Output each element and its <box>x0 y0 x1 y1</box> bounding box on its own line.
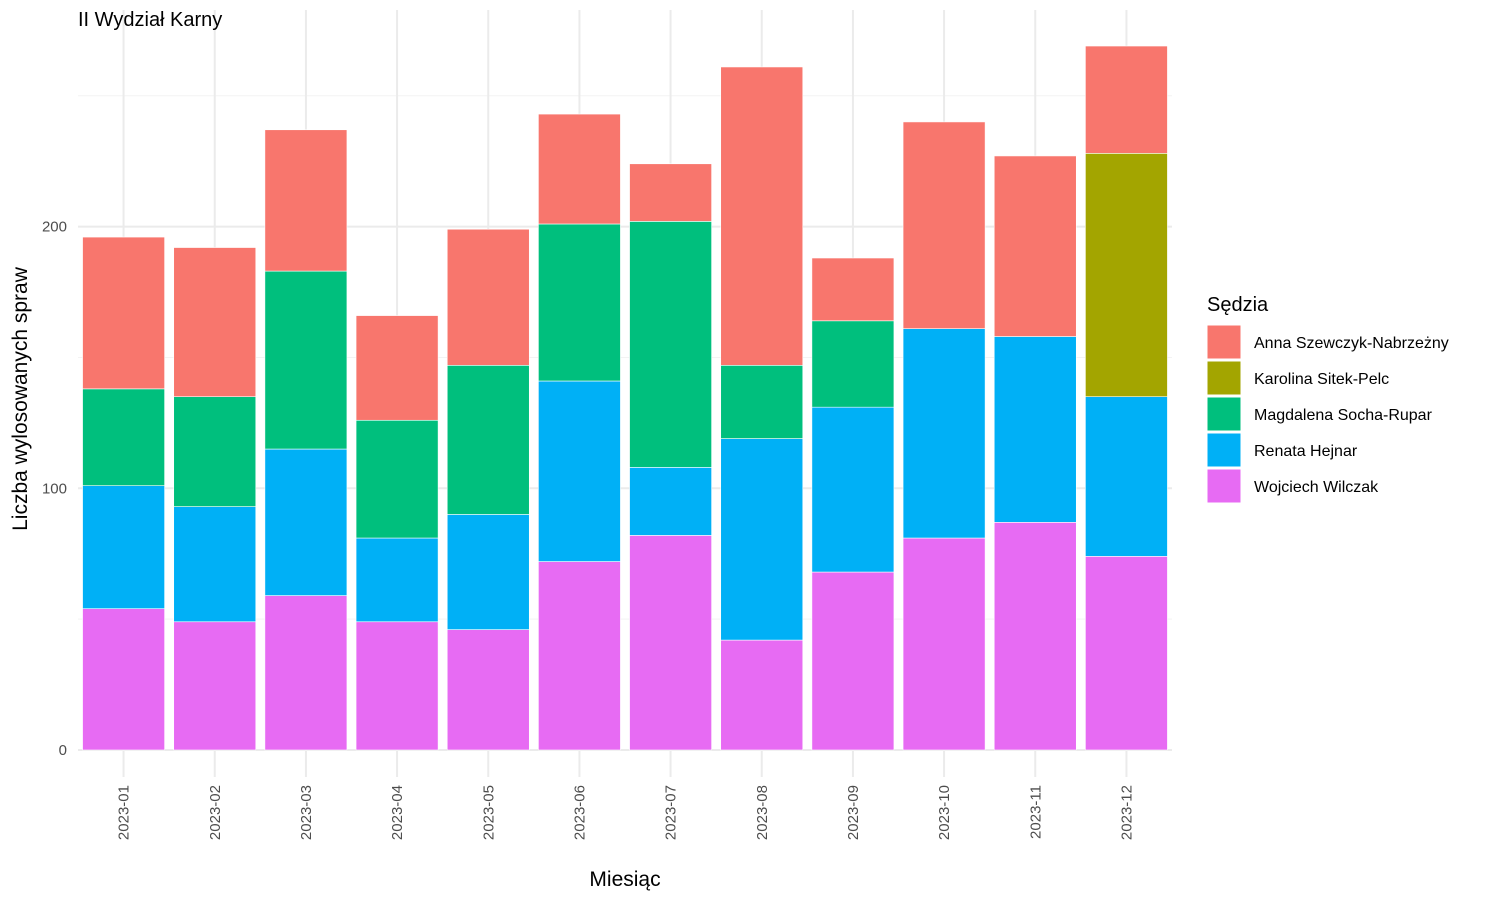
bar-segment <box>264 595 348 751</box>
x-tick-label: 2023-03 <box>298 785 315 840</box>
bar-segment <box>446 514 530 630</box>
bar-segment <box>993 336 1077 523</box>
bar-segment <box>720 639 804 751</box>
bar-segment <box>902 328 986 539</box>
x-tick-label: 2023-08 <box>754 785 771 840</box>
bar-segment <box>173 396 257 507</box>
bar-segment <box>173 247 257 398</box>
bar-segment <box>355 537 439 623</box>
legend-label: Karolina Sitek-Pelc <box>1254 371 1389 388</box>
x-tick-label: 2023-09 <box>845 785 862 840</box>
bar-segment <box>1085 396 1168 557</box>
legend-label: Anna Szewczyk-Nabrzeżny <box>1254 335 1449 352</box>
bar-segment <box>446 629 530 751</box>
bar-segment <box>993 155 1077 337</box>
legend-swatch <box>1206 324 1242 360</box>
bar-segment <box>629 535 712 751</box>
legend: Sędzia Anna Szewczyk-Nabrzeżny Karolina S… <box>1206 294 1449 504</box>
x-tick-label: 2023-11 <box>1027 785 1044 839</box>
bar-segment <box>811 406 895 573</box>
x-tick-label: 2023-06 <box>571 785 588 840</box>
bar-segment <box>720 365 804 439</box>
y-axis-ticks: 0 100 200 <box>42 219 67 759</box>
bar-segment <box>538 380 621 562</box>
bar-segment <box>264 270 348 450</box>
bar-segment <box>82 608 165 751</box>
bar-segment <box>82 485 165 609</box>
bar-segment <box>902 121 986 329</box>
bar-segment <box>82 388 165 486</box>
bar-segment <box>264 129 348 272</box>
x-tick-label: 2023-01 <box>116 785 133 840</box>
bar-segment <box>720 438 804 641</box>
legend-swatch <box>1206 468 1242 504</box>
bars <box>82 45 1168 751</box>
bar-segment <box>538 561 621 751</box>
legend-label: Renata Hejnar <box>1254 443 1358 460</box>
bar-segment <box>993 522 1077 751</box>
bar-segment <box>902 537 986 751</box>
bar-segment <box>811 571 895 751</box>
x-axis-ticks: 2023-01 2023-02 2023-03 2023-04 2023-05 2023-… <box>116 785 1136 840</box>
y-axis-title: Liczba wylosowanych spraw <box>9 266 32 531</box>
x-axis-title: Miesiąc <box>589 868 660 891</box>
x-tick-label: 2023-04 <box>389 785 406 840</box>
bar-segment <box>264 448 348 596</box>
legend-swatch <box>1206 432 1242 468</box>
bar-segment <box>811 257 895 322</box>
bar-segment <box>446 365 530 515</box>
bar-segment <box>629 221 712 468</box>
bar-segment <box>538 223 621 382</box>
bar-segment <box>1085 153 1168 398</box>
legend-swatch <box>1206 360 1242 396</box>
x-tick-label: 2023-10 <box>936 785 953 840</box>
bar-segment <box>355 621 439 751</box>
bar-segment <box>1085 556 1168 751</box>
y-tick-label: 0 <box>59 742 67 759</box>
bar-segment <box>173 506 257 623</box>
bar-segment <box>355 419 439 539</box>
bar-segment <box>355 315 439 421</box>
chart-title: II Wydział Karny <box>78 9 222 31</box>
x-tick-label: 2023-02 <box>207 785 224 840</box>
bar-segment <box>629 467 712 536</box>
bar-segment <box>173 621 257 751</box>
legend-label: Magdalena Socha-Rupar <box>1254 407 1433 424</box>
bar-segment <box>811 320 895 408</box>
y-tick-label: 100 <box>42 480 67 497</box>
bar-segment <box>720 66 804 366</box>
legend-title: Sędzia <box>1207 294 1269 316</box>
y-tick-label: 200 <box>42 219 67 236</box>
bar-segment <box>1085 45 1168 154</box>
x-tick-label: 2023-05 <box>480 785 497 840</box>
legend-label: Wojciech Wilczak <box>1254 479 1379 496</box>
bar-segment <box>82 236 165 390</box>
bar-segment <box>629 163 712 222</box>
legend-swatch <box>1206 396 1242 432</box>
bar-segment <box>446 228 530 366</box>
bar-segment <box>538 113 621 225</box>
x-tick-label: 2023-07 <box>663 785 680 840</box>
x-tick-label: 2023-12 <box>1118 785 1135 840</box>
